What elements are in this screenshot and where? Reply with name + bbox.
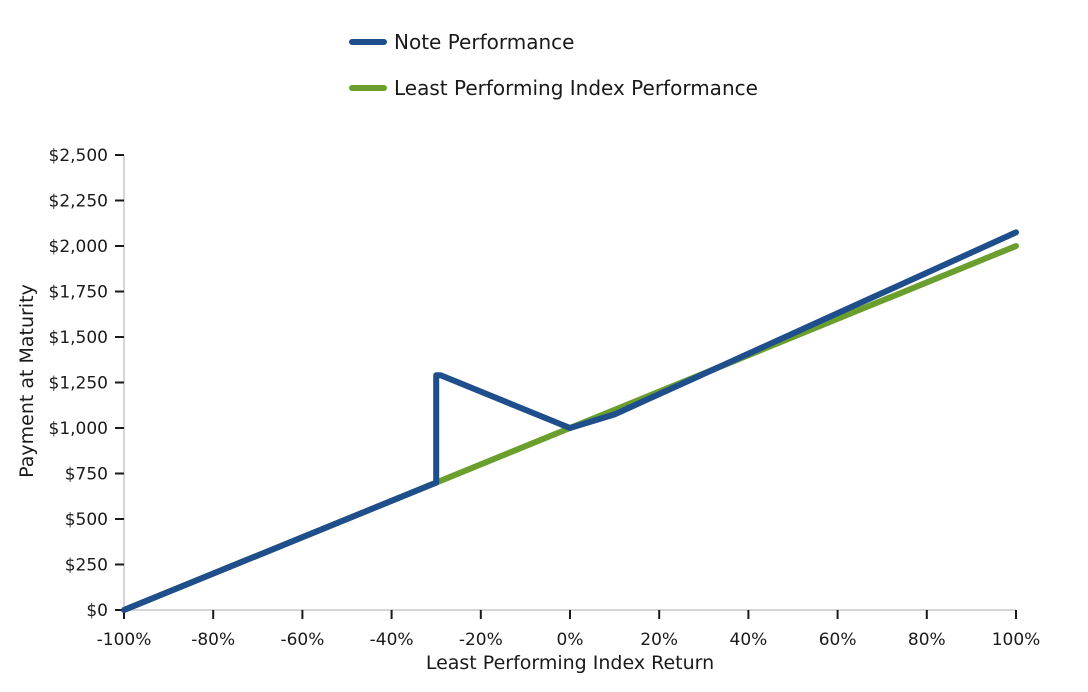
y-tick-label: $1,500 bbox=[49, 328, 108, 348]
y-tick-label: $2,000 bbox=[49, 237, 108, 257]
y-tick-label: $750 bbox=[65, 465, 108, 485]
x-tick-label: -60% bbox=[280, 630, 324, 650]
y-tick-label: $1,250 bbox=[49, 374, 108, 394]
y-tick-label: $2,250 bbox=[49, 192, 108, 212]
y-tick-label: $1,750 bbox=[49, 283, 108, 303]
y-tick-label: $2,500 bbox=[49, 146, 108, 166]
x-tick-label: -100% bbox=[97, 630, 152, 650]
y-axis-title: Payment at Maturity bbox=[16, 284, 38, 478]
legend-label: Note Performance bbox=[394, 30, 574, 54]
x-tick-label: 0% bbox=[557, 630, 584, 650]
x-tick-label: 100% bbox=[992, 630, 1041, 650]
series-layer bbox=[121, 229, 1019, 613]
y-tick-label: $250 bbox=[65, 556, 108, 576]
x-tick-label: 40% bbox=[730, 630, 768, 650]
x-tick-label: -80% bbox=[191, 630, 235, 650]
x-tick-label: -20% bbox=[459, 630, 503, 650]
x-tick-label: -40% bbox=[370, 630, 414, 650]
series-note-performance-line bbox=[121, 229, 1019, 613]
x-tick-label: 20% bbox=[640, 630, 678, 650]
legend: Note Performance Least Performing Index P… bbox=[349, 30, 758, 100]
x-axis-title: Least Performing Index Return bbox=[426, 652, 714, 674]
x-tick-label: 80% bbox=[908, 630, 946, 650]
y-tick-label: $0 bbox=[86, 601, 108, 621]
legend-label: Least Performing Index Performance bbox=[394, 76, 758, 100]
x-tick-label: 60% bbox=[819, 630, 857, 650]
y-tick-label: $500 bbox=[65, 510, 108, 530]
axes: $0 $250 $500 $750 $1,000 $1,250 $1,500 $1,750 $2… bbox=[49, 146, 1041, 650]
y-tick-label: $1,000 bbox=[49, 419, 108, 439]
